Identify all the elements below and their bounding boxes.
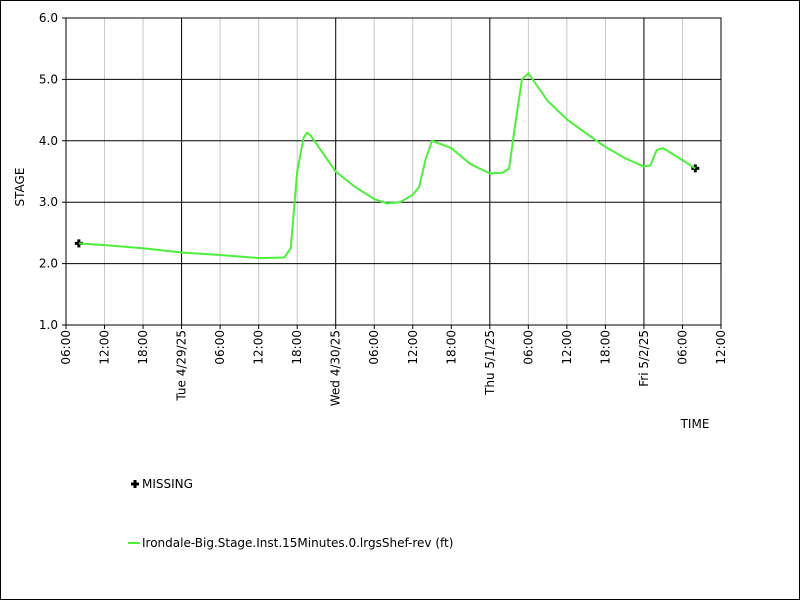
y-tick-label: 3.0 (39, 195, 58, 209)
y-tick-label: 5.0 (39, 72, 58, 86)
x-tick-label: 18:00 (598, 330, 612, 365)
x-tick-label: 12:00 (406, 330, 420, 365)
y-tick-label: 1.0 (39, 318, 58, 332)
x-tick-label: Wed 4/30/25 (329, 330, 343, 406)
plot-border (65, 17, 722, 326)
x-tick-label: Thu 5/1/25 (483, 330, 497, 396)
y-axis-label: STAGE (13, 168, 27, 207)
x-tick-label: Fri 5/2/25 (637, 330, 651, 387)
x-tick-label: 06:00 (367, 330, 381, 365)
x-tick-label: 12:00 (714, 330, 728, 365)
x-tick-label: Tue 4/29/25 (175, 330, 189, 402)
x-tick-label: 12:00 (98, 330, 112, 365)
missing-marker (691, 164, 700, 173)
y-tick-label: 6.0 (39, 11, 58, 25)
x-tick-label: 06:00 (59, 330, 73, 365)
x-tick-label: 18:00 (444, 330, 458, 365)
y-tick-label: 4.0 (39, 134, 58, 148)
legend-label: MISSING (142, 477, 193, 491)
x-axis-label: TIME (680, 417, 710, 431)
x-tick-label: 06:00 (213, 330, 227, 365)
legend-symbol (131, 480, 139, 488)
x-tick-label: 12:00 (252, 330, 266, 365)
x-tick-label: 12:00 (560, 330, 574, 365)
x-tick-label: 06:00 (675, 330, 689, 365)
legend-label: Irondale-Big.Stage.Inst.15Minutes.0.lrgs… (142, 536, 453, 550)
x-tick-label: 18:00 (136, 330, 150, 365)
y-tick-label: 2.0 (39, 257, 58, 271)
x-tick-label: 18:00 (290, 330, 304, 365)
x-tick-label: 06:00 (521, 330, 535, 365)
series-line (78, 71, 696, 260)
